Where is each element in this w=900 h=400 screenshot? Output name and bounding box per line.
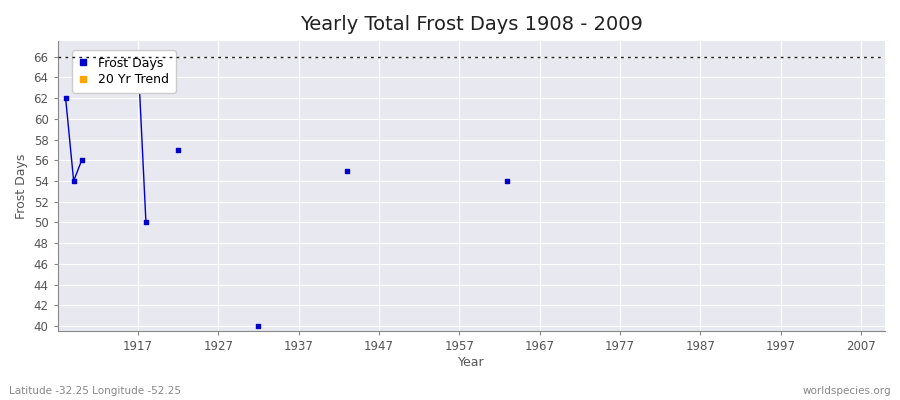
- Point: [163, 84, 177, 91]
- Point: [130, 54, 145, 60]
- Legend: Frost Days, 20 Yr Trend: Frost Days, 20 Yr Trend: [72, 50, 176, 92]
- Point: [139, 219, 153, 226]
- Point: [500, 178, 515, 184]
- Text: worldspecies.org: worldspecies.org: [803, 386, 891, 396]
- X-axis label: Year: Year: [458, 356, 484, 369]
- Point: [171, 147, 185, 153]
- Point: [251, 323, 266, 329]
- Text: Latitude -32.25 Longitude -52.25: Latitude -32.25 Longitude -52.25: [9, 386, 181, 396]
- Title: Yearly Total Frost Days 1908 - 2009: Yearly Total Frost Days 1908 - 2009: [300, 15, 643, 34]
- Point: [339, 168, 354, 174]
- Y-axis label: Frost Days: Frost Days: [15, 154, 28, 219]
- Point: [58, 95, 73, 101]
- Point: [67, 178, 81, 184]
- Point: [75, 157, 89, 164]
